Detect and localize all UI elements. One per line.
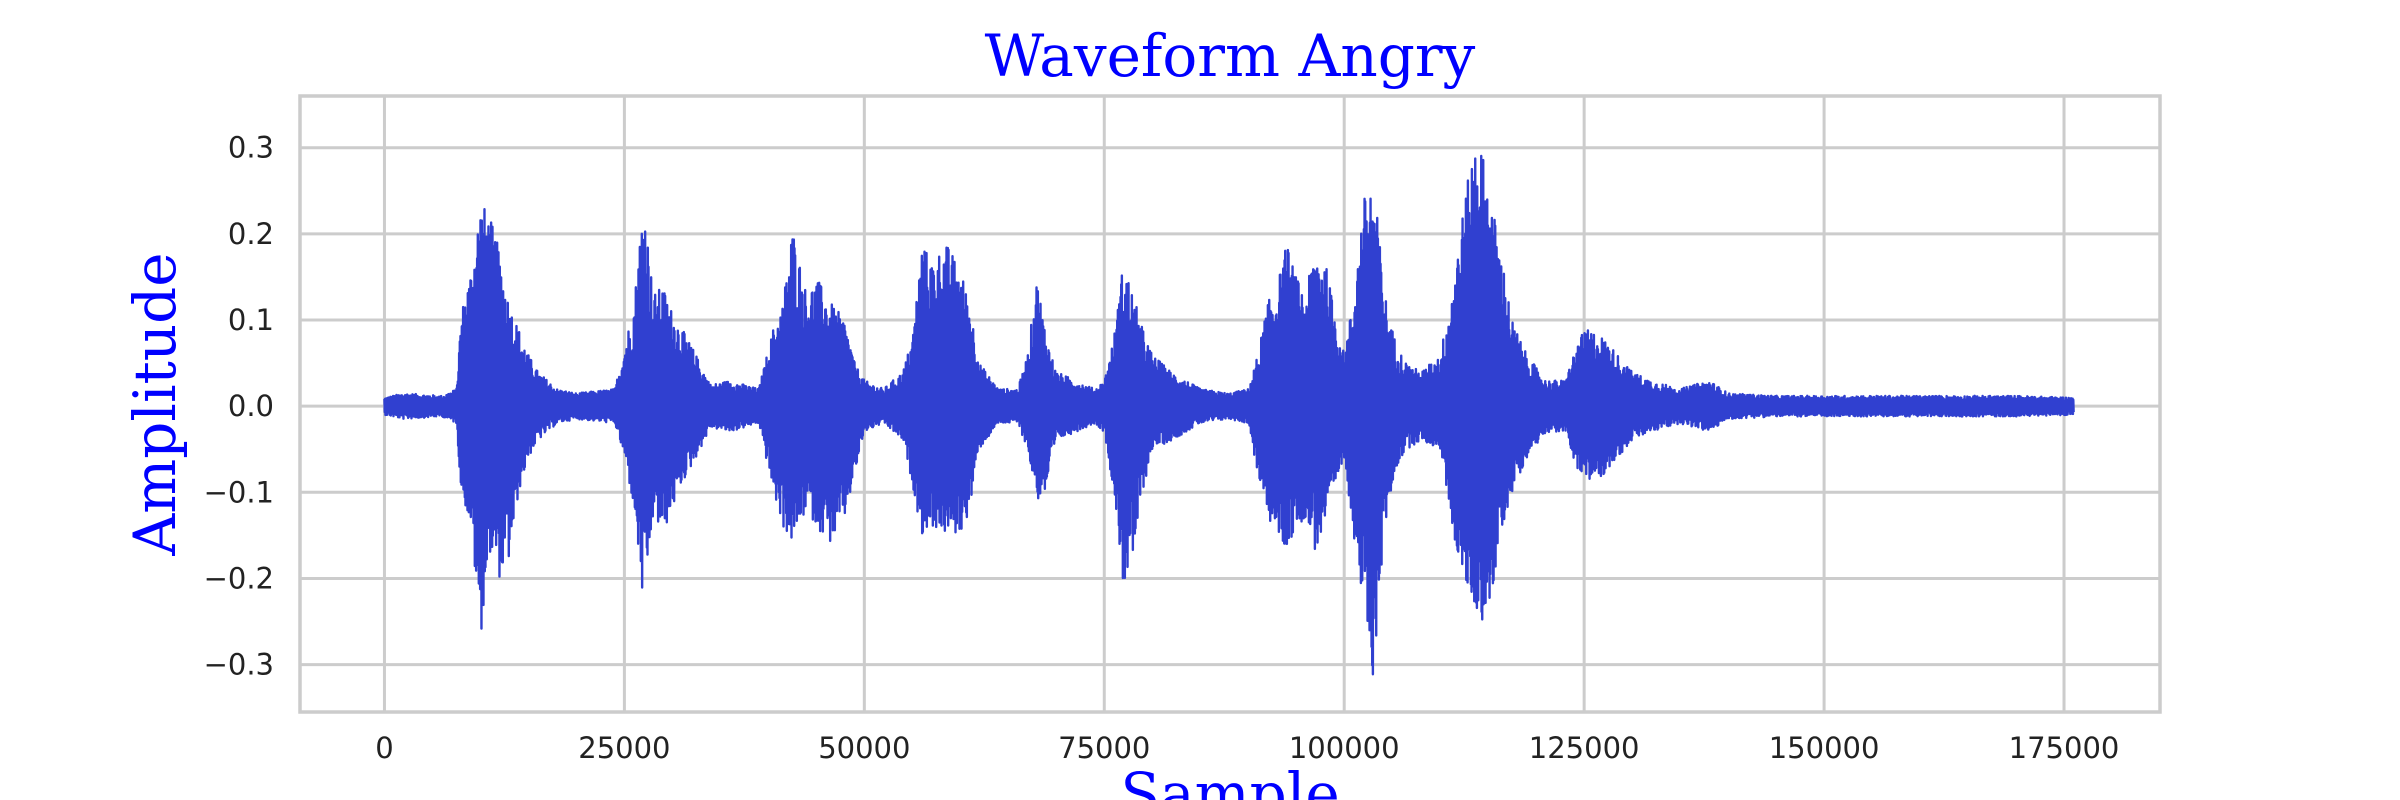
x-tick-label: 150000 xyxy=(1769,731,1880,765)
x-tick-label: 75000 xyxy=(1058,731,1150,765)
y-tick-labels: 0.3 0.2 0.1 0.0 −0.1 −0.2 −0.3 xyxy=(204,131,274,682)
x-tick-label: 0 xyxy=(375,731,393,765)
y-tick-label: 0.0 xyxy=(228,389,274,423)
x-tick-label: 100000 xyxy=(1289,731,1400,765)
x-tick-label: 175000 xyxy=(2009,731,2120,765)
x-axis-label: Sample xyxy=(1120,760,1339,800)
x-tick-label: 125000 xyxy=(1529,731,1640,765)
waveform-series xyxy=(383,154,2075,676)
y-tick-label: 0.1 xyxy=(228,303,274,337)
waveform-line xyxy=(383,154,2075,676)
y-tick-label: −0.1 xyxy=(204,475,274,509)
x-tick-labels: 0 25000 50000 75000 100000 125000 150000 175000 xyxy=(375,731,2119,765)
y-axis-label: Amplitude xyxy=(121,252,189,556)
y-tick-label: 0.2 xyxy=(228,217,274,251)
x-tick-label: 25000 xyxy=(578,731,670,765)
y-tick-label: −0.3 xyxy=(204,648,274,682)
y-tick-label: −0.2 xyxy=(204,561,274,595)
y-tick-label: 0.3 xyxy=(228,131,274,165)
chart-title: Waveform Angry xyxy=(985,22,1476,90)
x-tick-label: 50000 xyxy=(818,731,910,765)
plot-frame xyxy=(298,94,2162,714)
